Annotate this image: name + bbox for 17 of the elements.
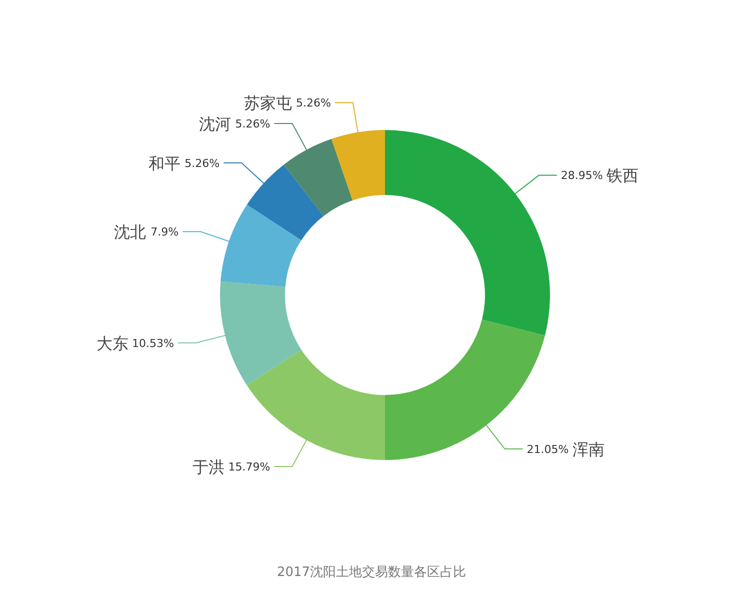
slice-label: 沈河 (199, 114, 232, 134)
data-label: 10.53% (132, 336, 174, 350)
data-label: 5.26% (235, 117, 270, 130)
slice-label: 浑南 (572, 440, 604, 459)
slice-label: 和平 (148, 154, 181, 173)
slice-label: 大东 (96, 334, 128, 353)
data-label: 5.26% (184, 156, 220, 170)
data-label: 5.26% (296, 96, 331, 110)
slice-label: 沈北 (114, 222, 146, 242)
data-label: 7.9% (150, 226, 179, 239)
data-label: 15.79% (228, 460, 270, 474)
data-label: 21.05% (526, 442, 569, 456)
slice-label: 苏家屯 (244, 94, 292, 113)
slice-label: 铁西 (605, 166, 638, 186)
text: 2017沈阳土地交易数量各区占比 (276, 564, 468, 581)
slice-label: 于洪 (192, 457, 225, 476)
data-label: 28.95% (560, 169, 603, 182)
